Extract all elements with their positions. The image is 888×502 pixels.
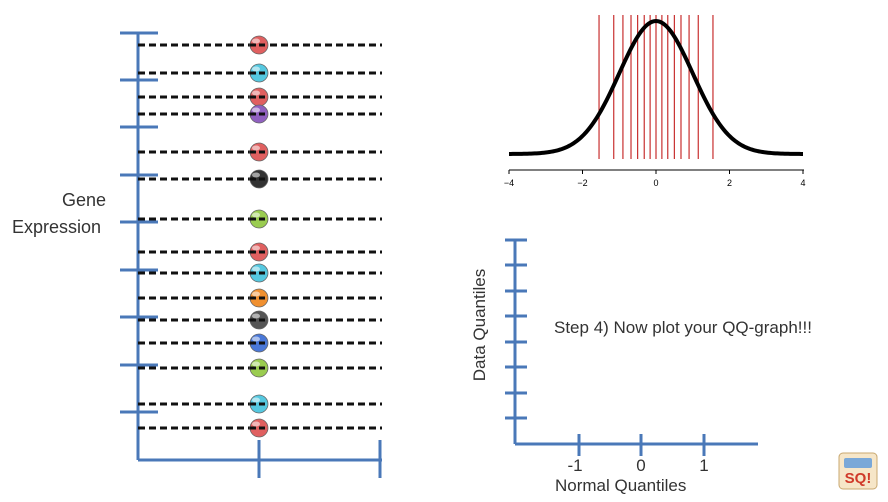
svg-text:SQ!: SQ!	[845, 470, 872, 487]
gene-expression-axis	[120, 31, 382, 478]
point-highlight	[252, 107, 260, 113]
point-highlight	[252, 421, 260, 427]
point-highlight	[252, 245, 260, 251]
point-highlight	[252, 397, 260, 403]
y-axis-label-line1: Gene	[62, 190, 107, 210]
point-highlight	[252, 361, 260, 367]
point-highlight	[252, 145, 260, 151]
normal-x-tick-label: 4	[800, 178, 805, 188]
normal-x-tick-label: 2	[727, 178, 732, 188]
point-highlight	[252, 38, 260, 44]
qq-axes	[505, 238, 758, 456]
point-highlight	[252, 66, 260, 72]
y-axis-label-line2: Expression	[12, 217, 102, 237]
statquest-logo: SQ!	[838, 452, 878, 490]
normal-x-tick-label: −4	[504, 178, 514, 188]
normal-curve	[508, 18, 804, 156]
qq-x-tick-label: 1	[699, 456, 708, 475]
data-points	[249, 35, 269, 438]
quantile-lines	[598, 15, 714, 159]
point-highlight	[252, 172, 260, 178]
qq-x-tick-label: 0	[636, 456, 645, 475]
point-highlight	[252, 291, 260, 297]
normal-curve-chart: −4 −2 0 2 4	[504, 15, 806, 188]
normal-x-tick-label: −2	[577, 178, 587, 188]
point-highlight	[252, 90, 260, 96]
point-highlight	[252, 313, 260, 319]
qq-x-axis-label: Normal Quantiles	[555, 476, 687, 495]
qq-x-tick-labels: -1 0 1	[567, 456, 708, 475]
point-highlight	[252, 266, 260, 272]
point-highlight	[252, 336, 260, 342]
qq-x-tick-label: -1	[567, 456, 582, 475]
point-highlight	[252, 212, 260, 218]
normal-x-ticks: −4 −2 0 2 4	[504, 170, 806, 188]
qq-y-axis-label: Data Quantiles	[470, 268, 489, 382]
normal-x-tick-label: 0	[653, 178, 658, 188]
step-instruction: Step 4) Now plot your QQ-graph!!!	[554, 318, 812, 337]
